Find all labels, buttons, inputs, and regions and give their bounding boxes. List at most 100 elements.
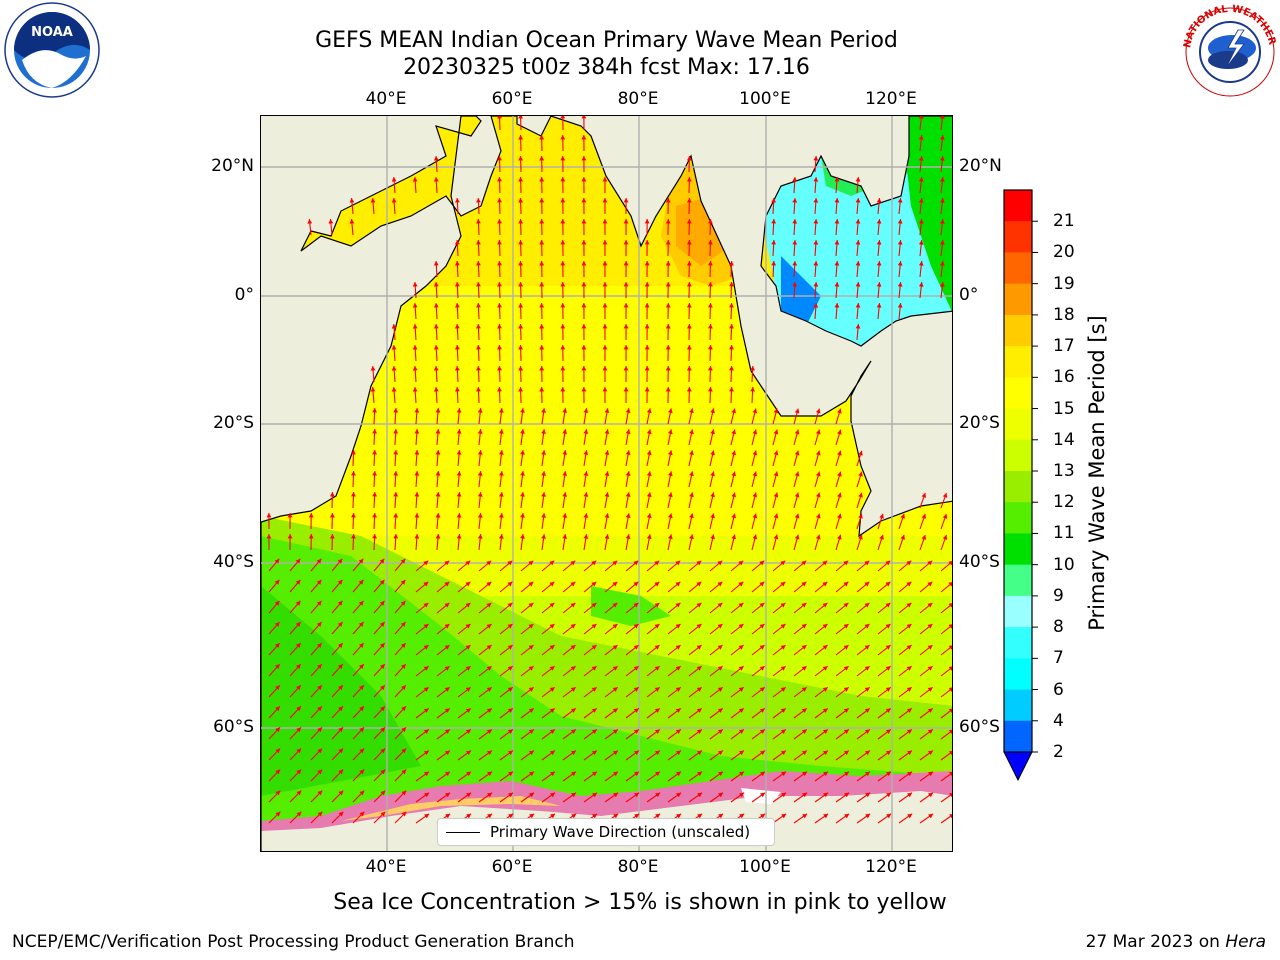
wave-arrow bbox=[730, 492, 737, 509]
wave-arrow bbox=[498, 492, 504, 509]
wave-arrow bbox=[751, 429, 758, 446]
wave-arrow bbox=[560, 386, 566, 404]
wave-arrow bbox=[793, 429, 800, 446]
wave-arrow bbox=[436, 644, 450, 656]
wave-arrow bbox=[435, 408, 441, 425]
wave-arrow bbox=[391, 177, 397, 194]
wave-arrow bbox=[457, 581, 471, 593]
wave-arrow bbox=[331, 727, 344, 740]
wave-arrow bbox=[497, 218, 502, 236]
wave-arrow bbox=[539, 302, 545, 320]
wave-arrow bbox=[435, 429, 441, 446]
wave-arrow bbox=[476, 281, 481, 299]
wave-arrow bbox=[898, 792, 913, 803]
wave-arrow bbox=[393, 533, 399, 551]
wave-arrow bbox=[813, 219, 819, 236]
wave-arrow bbox=[688, 560, 702, 572]
wave-direction-arrows bbox=[266, 116, 952, 824]
wave-arrow bbox=[289, 663, 302, 677]
wave-arrow bbox=[730, 707, 745, 719]
wave-arrow bbox=[539, 365, 545, 383]
wave-arrow bbox=[307, 219, 313, 236]
wave-arrow bbox=[835, 623, 849, 635]
wave-arrow bbox=[352, 579, 364, 593]
wave-arrow bbox=[415, 686, 430, 698]
wave-arrow bbox=[436, 792, 451, 803]
wave-arrow bbox=[751, 665, 765, 677]
wave-arrow bbox=[856, 750, 871, 761]
wave-arrow bbox=[457, 665, 471, 677]
wave-arrow bbox=[793, 707, 808, 719]
wave-arrow bbox=[855, 240, 861, 257]
wave-arrow bbox=[835, 450, 842, 467]
wave-arrow bbox=[919, 602, 933, 614]
wave-arrow bbox=[686, 344, 692, 362]
wave-arrow bbox=[919, 729, 934, 740]
wave-arrow bbox=[856, 771, 871, 782]
wave-arrow bbox=[813, 240, 819, 257]
wave-arrow bbox=[939, 135, 945, 152]
wave-arrow bbox=[478, 560, 492, 572]
wave-arrow bbox=[497, 260, 502, 278]
wave-arrow bbox=[268, 705, 281, 719]
wave-arrow bbox=[476, 323, 481, 341]
wave-arrow bbox=[560, 218, 566, 236]
wave-arrow bbox=[644, 239, 650, 257]
wave-arrow bbox=[373, 579, 385, 593]
wave-arrow bbox=[499, 644, 513, 656]
colorbar-segment bbox=[1004, 595, 1032, 628]
wave-arrow bbox=[583, 686, 598, 698]
colorbar-segment bbox=[1004, 346, 1032, 378]
map-legend: Primary Wave Direction (unscaled) bbox=[437, 818, 775, 846]
wave-arrow bbox=[855, 303, 861, 320]
wave-arrow bbox=[856, 450, 863, 467]
wave-arrow bbox=[393, 491, 399, 509]
wave-arrow bbox=[476, 344, 481, 362]
wave-arrow bbox=[497, 386, 502, 404]
wave-arrow bbox=[814, 450, 821, 467]
wave-arrow bbox=[541, 534, 546, 551]
wave-arrow bbox=[456, 492, 462, 509]
wave-arrow bbox=[688, 602, 702, 614]
wave-arrow bbox=[709, 707, 724, 719]
wave-arrow bbox=[898, 534, 905, 551]
wave-arrow bbox=[268, 684, 281, 698]
wave-arrow bbox=[792, 281, 798, 299]
wave-arrow bbox=[541, 492, 546, 509]
wave-arrow bbox=[646, 408, 652, 425]
wave-arrow bbox=[855, 324, 861, 341]
wave-arrow bbox=[560, 116, 566, 131]
wave-arrow bbox=[520, 644, 534, 656]
wave-arrow bbox=[646, 581, 660, 593]
wave-arrow bbox=[772, 771, 787, 782]
wave-arrow bbox=[541, 429, 546, 446]
wave-arrow bbox=[876, 282, 882, 299]
wave-arrow bbox=[581, 176, 587, 194]
wave-arrow bbox=[877, 813, 892, 824]
wave-arrow bbox=[772, 450, 779, 467]
wave-arrow bbox=[877, 792, 892, 803]
wave-arrow bbox=[394, 621, 406, 635]
wave-arrow bbox=[813, 303, 819, 320]
wave-arrow bbox=[412, 302, 418, 320]
wave-arrow bbox=[478, 750, 493, 761]
wave-arrow bbox=[919, 560, 933, 572]
wave-arrow bbox=[709, 534, 715, 551]
wave-arrow bbox=[560, 239, 566, 257]
colorbar-segment bbox=[1004, 377, 1032, 410]
lon-tick-top: 100°E bbox=[739, 89, 791, 109]
wave-arrow bbox=[581, 302, 587, 320]
wave-arrow bbox=[730, 534, 737, 551]
wave-arrow bbox=[814, 813, 829, 824]
wave-arrow bbox=[351, 470, 356, 488]
wave-arrow bbox=[646, 686, 661, 698]
wave-arrow bbox=[499, 623, 513, 635]
wave-arrow bbox=[730, 581, 744, 593]
wave-arrow bbox=[625, 771, 640, 782]
wave-arrow bbox=[457, 644, 471, 656]
wave-arrow bbox=[835, 644, 849, 656]
wave-arrow bbox=[331, 663, 344, 677]
wave-arrow bbox=[456, 471, 462, 488]
wave-arrow bbox=[686, 386, 692, 404]
wave-arrow bbox=[604, 492, 610, 509]
